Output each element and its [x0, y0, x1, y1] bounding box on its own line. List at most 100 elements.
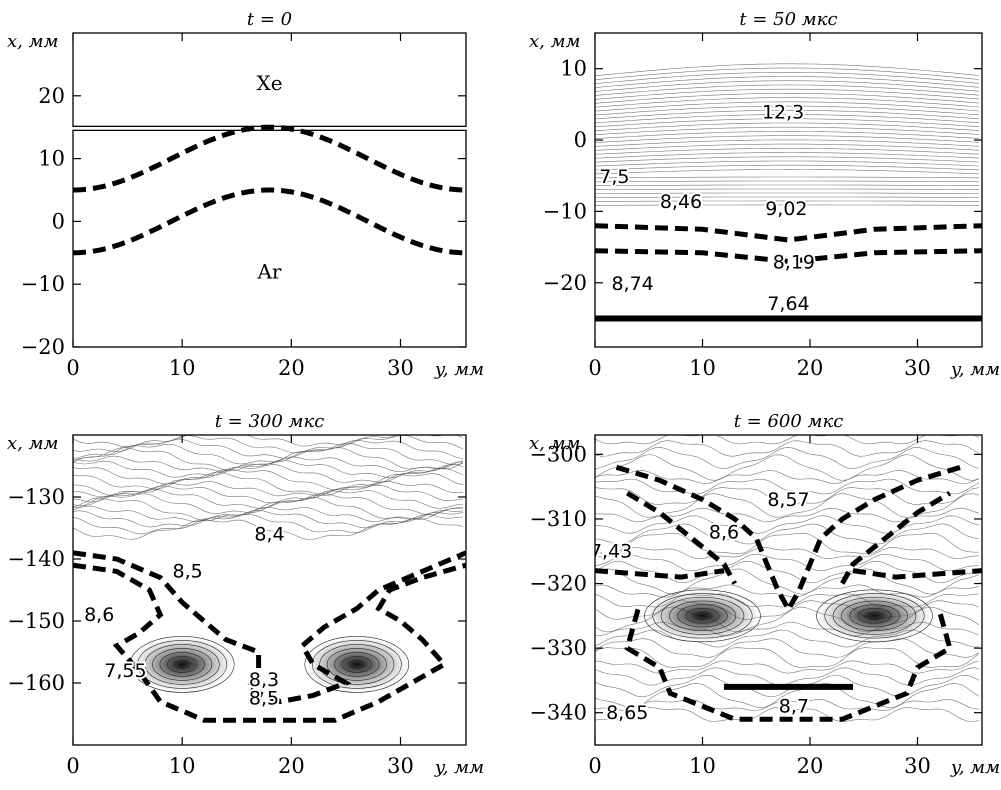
interface-line — [852, 568, 982, 580]
contour-line — [595, 76, 980, 88]
y-tick-label: 10 — [38, 147, 65, 171]
contour-line — [595, 72, 980, 84]
contour-line — [595, 532, 980, 555]
contour-line — [73, 435, 464, 454]
interface-line — [73, 124, 466, 193]
contour-label: 8,6 — [709, 521, 739, 543]
contour-line — [595, 139, 980, 147]
contour-line — [595, 180, 980, 183]
vortex-contour — [349, 660, 365, 669]
contour-line — [595, 584, 980, 598]
contour-line — [73, 447, 464, 472]
x-tick-label: 20 — [278, 754, 305, 778]
contour-label: 8,74 — [611, 273, 653, 295]
x-tick-label: 10 — [689, 356, 716, 380]
y-tick-label: −20 — [21, 335, 65, 359]
vortex-contour — [841, 600, 908, 631]
vortex-contour — [644, 589, 761, 643]
y-tick-label: −10 — [543, 199, 587, 223]
contour-line — [595, 67, 980, 80]
contour-line — [595, 454, 980, 481]
vortex-contour — [152, 648, 213, 681]
contour-line — [595, 192, 980, 194]
contour-line — [595, 196, 979, 198]
contour-line — [595, 523, 980, 545]
contour-line — [595, 160, 980, 167]
panel-frame — [594, 434, 983, 746]
contour-line — [595, 93, 980, 104]
y-tick-label: 0 — [574, 128, 587, 152]
contour-line — [595, 148, 980, 155]
contour-line — [595, 176, 979, 179]
y-tick-label: −20 — [543, 271, 587, 295]
region-label: Xe — [256, 71, 282, 95]
contour-line — [595, 184, 979, 186]
contour-line — [595, 200, 979, 202]
y-tick-label: −10 — [21, 272, 65, 296]
contour-line — [595, 188, 979, 190]
contour-line — [595, 629, 979, 648]
contour-line — [595, 560, 980, 584]
plot-area: 8,48,58,67,55 8,38,5 — [73, 309, 466, 723]
panel-title: t = 50 мкс — [739, 9, 837, 30]
x-tick-label: 30 — [904, 754, 931, 778]
contour-line — [595, 638, 980, 658]
contour-line — [270, 309, 381, 395]
vortex-contour — [304, 636, 410, 693]
y-tick-label: 0 — [52, 209, 65, 233]
contour-label: 8,46 — [660, 191, 702, 213]
panel-title: t = 300 мкс — [215, 411, 325, 432]
contour-line — [595, 478, 980, 495]
contour-label: 7,5 — [599, 166, 629, 188]
x-tick-label: 20 — [797, 356, 824, 380]
vortex-contour — [857, 608, 892, 624]
contour-label: 8,57 — [767, 489, 809, 511]
contour-line — [595, 515, 980, 534]
vortex-contour — [849, 604, 900, 628]
x-tick-label: 30 — [904, 356, 931, 380]
contour-line — [595, 101, 980, 112]
contour-label: 8,4 — [254, 523, 284, 545]
y-tick-label: −150 — [7, 609, 65, 633]
vortex-contour — [677, 604, 728, 628]
contour-label: 7,55 — [104, 660, 146, 682]
contour-line — [159, 309, 270, 395]
vortex-core — [644, 589, 761, 642]
contour-label: 8,5 — [173, 561, 203, 583]
y-tick-label: −310 — [529, 507, 587, 531]
contour-line — [595, 440, 980, 457]
contour-line — [595, 164, 980, 171]
contour-line — [73, 493, 463, 516]
x-tick-label: 0 — [66, 356, 79, 380]
contour-line — [595, 80, 980, 92]
interface-line — [73, 550, 466, 705]
contour-label: 9,02 — [765, 198, 807, 220]
contour-line — [595, 105, 980, 116]
contour-line — [595, 88, 980, 100]
vortex-core — [304, 636, 409, 693]
y-tick-label: 10 — [560, 57, 587, 81]
x-tick-label: 0 — [588, 356, 601, 380]
contour-line — [595, 699, 980, 712]
contour-label: 8,6 — [84, 604, 114, 626]
contour-line — [595, 682, 980, 709]
y-tick-label: −330 — [529, 636, 587, 660]
contour-line — [595, 568, 980, 595]
x-tick-label: 10 — [169, 356, 196, 380]
contour-line — [73, 505, 464, 523]
x-axis-label: y, мм — [950, 359, 1000, 380]
contour-line — [595, 84, 980, 96]
contour-line — [595, 97, 980, 108]
panel-2: 12,3 7,5 8,46 9,02 8,19 8,74 7,64 0 10 20 30 −20 −10… — [529, 9, 1000, 380]
panel-frame — [72, 434, 467, 746]
contour-label: 8,65 — [606, 702, 648, 724]
contour-line — [148, 325, 269, 395]
contour-line — [73, 464, 464, 485]
panel-frame — [72, 129, 467, 348]
vortex-contour — [159, 652, 205, 677]
contour-line — [595, 470, 980, 485]
x-axis-label: y, мм — [434, 359, 484, 380]
contour-label: 8,3 — [249, 669, 279, 691]
y-axis-label: x, мм — [529, 433, 580, 454]
contour-line — [73, 517, 464, 540]
